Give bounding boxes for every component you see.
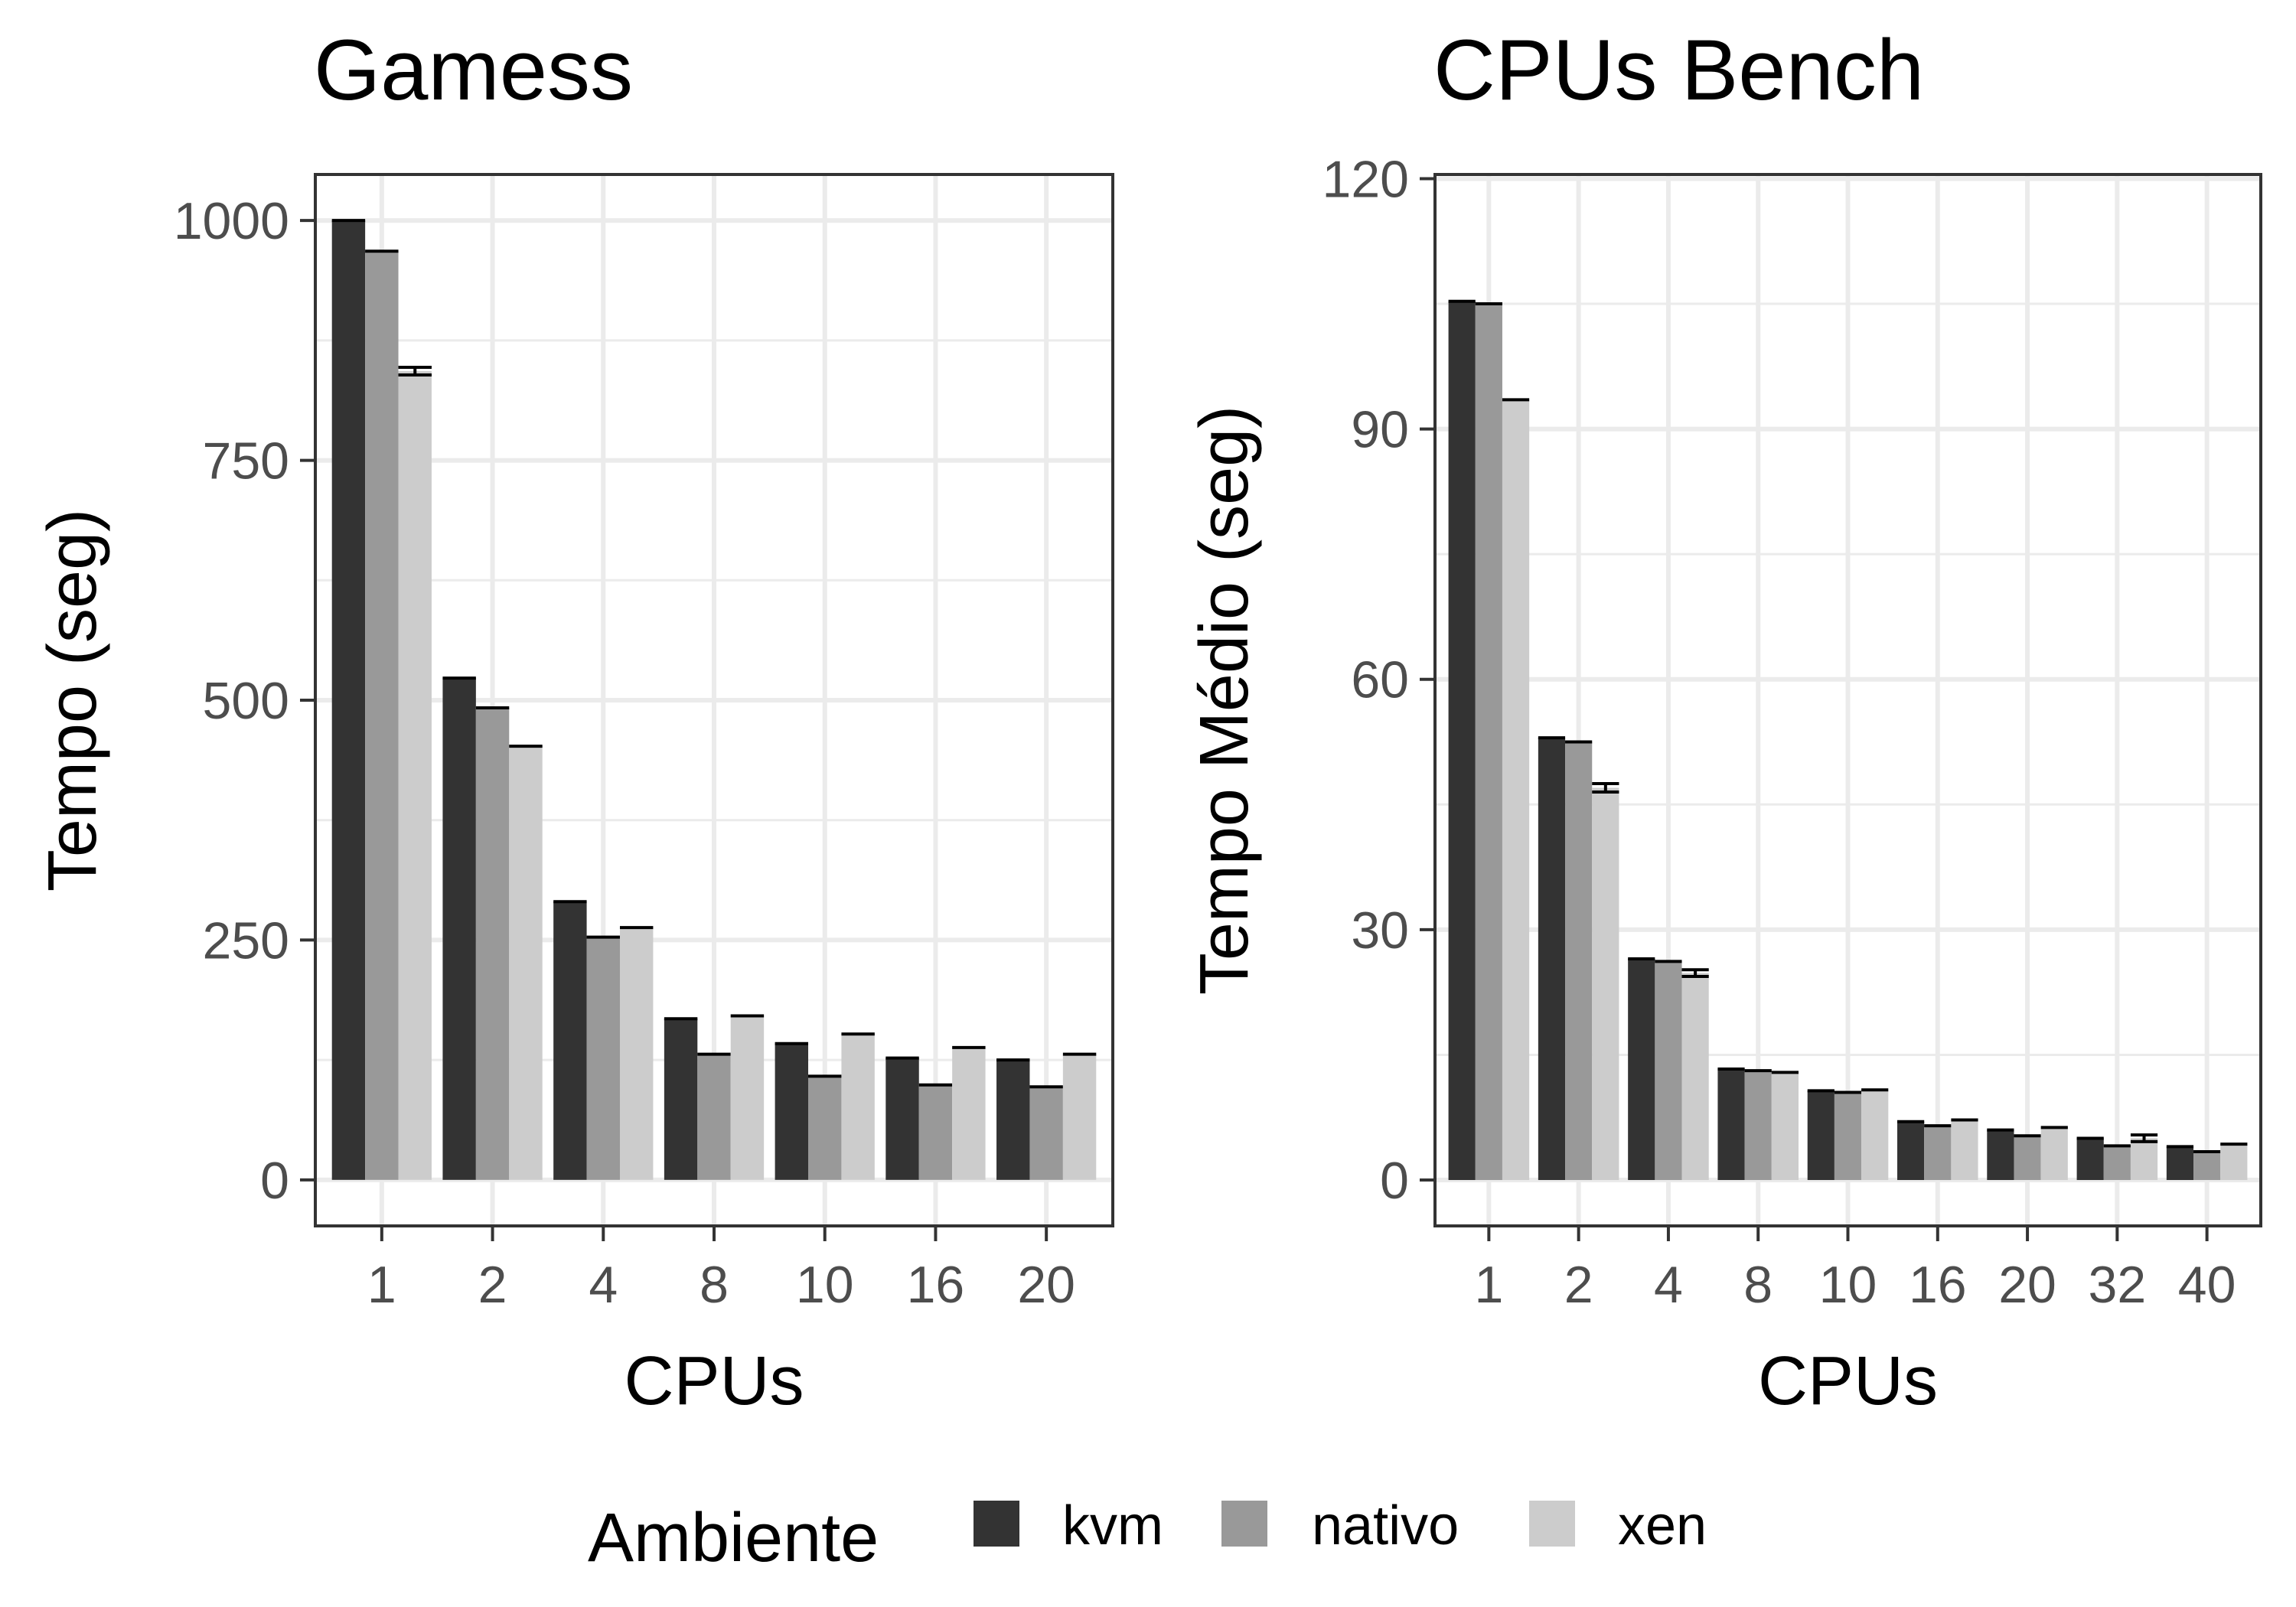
x-tick-label: 4 <box>1654 1256 1683 1314</box>
bar-nativo-10 <box>808 1076 842 1180</box>
x-tick-label: 8 <box>700 1256 729 1314</box>
gamess-panel: 0 250 500 750 1000 1 2 4 8 10 16 20 Gamess CPUs Tempo … <box>34 22 1114 1420</box>
bar-xen-32 <box>2130 1138 2158 1181</box>
bar-kvm-40 <box>2166 1146 2194 1181</box>
bar-nativo-20 <box>2014 1136 2041 1181</box>
bar-nativo-20 <box>1029 1087 1063 1180</box>
x-tick-label: 2 <box>478 1256 507 1314</box>
y-tick-label: 30 <box>1351 901 1409 960</box>
x-tick-label: 32 <box>2089 1256 2147 1314</box>
bar-nativo-1 <box>1475 304 1502 1181</box>
bar-kvm-20 <box>996 1060 1030 1180</box>
x-tick-label: 2 <box>1564 1256 1593 1314</box>
bar-kvm-4 <box>553 901 587 1180</box>
y-axis-label: Tempo (seg) <box>34 509 111 892</box>
x-tick-label: 20 <box>1998 1256 2056 1314</box>
legend-label-kvm: kvm <box>1062 1495 1163 1556</box>
bar-xen-10 <box>1861 1090 1889 1181</box>
x-tick-label: 8 <box>1743 1256 1773 1314</box>
y-tick-label: 1000 <box>174 192 289 250</box>
bar-kvm-1 <box>331 220 366 1180</box>
x-tick-label: 10 <box>1819 1256 1877 1314</box>
bar-xen-2 <box>1592 787 1619 1181</box>
x-tick-label: 16 <box>1909 1256 1967 1314</box>
bar-xen-16 <box>1951 1120 1978 1181</box>
y-tick-label: 500 <box>203 672 289 730</box>
bar-kvm-32 <box>2076 1138 2104 1181</box>
bar-kvm-8 <box>664 1019 698 1180</box>
bar-kvm-20 <box>1987 1129 2014 1181</box>
chart-title: Gamess <box>314 22 633 118</box>
error-bar-xen-1 <box>398 365 432 377</box>
error-bar-xen-4 <box>1681 968 1709 978</box>
legend: Ambiente kvm nativo xen <box>588 1495 1707 1576</box>
bar-nativo-1 <box>365 251 399 1180</box>
bar-kvm-16 <box>885 1058 919 1180</box>
bar-kvm-2 <box>442 678 476 1180</box>
x-tick-label: 20 <box>1017 1256 1075 1314</box>
bar-kvm-16 <box>1897 1121 1925 1181</box>
y-tick-label: 60 <box>1351 651 1409 709</box>
bar-kvm-1 <box>1448 301 1476 1181</box>
legend-swatch-nativo <box>1221 1501 1267 1547</box>
error-bar-xen-2 <box>1592 782 1619 794</box>
y-tick-label: 0 <box>1380 1152 1409 1210</box>
error-bar-xen-32 <box>2130 1133 2158 1143</box>
bar-xen-1 <box>398 370 432 1180</box>
bar-nativo-16 <box>918 1084 953 1180</box>
x-axis-label: CPUs <box>624 1343 804 1420</box>
bar-nativo-10 <box>1834 1092 1862 1181</box>
bar-kvm-2 <box>1538 738 1566 1181</box>
legend-label-nativo: nativo <box>1312 1495 1459 1556</box>
bar-xen-8 <box>1771 1072 1799 1181</box>
x-tick-label: 16 <box>907 1256 965 1314</box>
bar-nativo-40 <box>2193 1151 2221 1181</box>
y-axis-label: Tempo Médio (seg) <box>1186 406 1263 995</box>
bar-xen-20 <box>2040 1127 2068 1181</box>
bar-xen-20 <box>1062 1054 1097 1180</box>
bar-nativo-4 <box>586 937 620 1180</box>
x-tick-label: 1 <box>1474 1256 1503 1314</box>
bar-nativo-2 <box>1565 742 1593 1181</box>
legend-label-xen: xen <box>1618 1495 1707 1556</box>
y-tick-label: 750 <box>203 432 289 491</box>
bar-xen-16 <box>952 1047 986 1180</box>
bar-xen-40 <box>2220 1144 2248 1181</box>
bar-nativo-2 <box>475 708 510 1180</box>
bar-xen-4 <box>619 927 654 1180</box>
bar-kvm-4 <box>1628 959 1655 1181</box>
x-tick-label: 10 <box>796 1256 854 1314</box>
bar-nativo-4 <box>1655 961 1682 1181</box>
y-tick-label: 120 <box>1322 150 1409 208</box>
chart-title: CPUs Bench <box>1433 22 1924 118</box>
legend-title: Ambiente <box>588 1500 879 1576</box>
y-tick-label: 90 <box>1351 401 1409 459</box>
bar-kvm-10 <box>775 1043 809 1180</box>
bar-xen-8 <box>730 1015 765 1180</box>
legend-swatch-xen <box>1529 1501 1575 1547</box>
x-tick-label: 40 <box>2178 1256 2236 1314</box>
y-tick-label: 0 <box>260 1152 289 1210</box>
bar-xen-1 <box>1502 399 1530 1181</box>
bar-nativo-16 <box>1924 1126 1952 1181</box>
bar-xen-10 <box>841 1034 875 1180</box>
bar-nativo-32 <box>2103 1146 2131 1181</box>
bar-nativo-8 <box>1744 1071 1772 1181</box>
bar-nativo-8 <box>697 1054 731 1180</box>
x-axis-label: CPUs <box>1758 1343 1938 1420</box>
bar-kvm-10 <box>1807 1090 1835 1181</box>
y-tick-label: 250 <box>203 911 289 970</box>
x-tick-label: 1 <box>367 1256 396 1314</box>
bar-xen-2 <box>509 746 543 1180</box>
x-tick-label: 4 <box>589 1256 618 1314</box>
cpus-bench-panel: 0 30 60 90 120 1 2 4 8 10 16 20 32 40 CPUs Bench CPUs Te… <box>1186 22 2262 1420</box>
bar-xen-4 <box>1681 973 1709 1181</box>
legend-swatch-kvm <box>974 1501 1019 1547</box>
bar-kvm-8 <box>1717 1068 1745 1181</box>
